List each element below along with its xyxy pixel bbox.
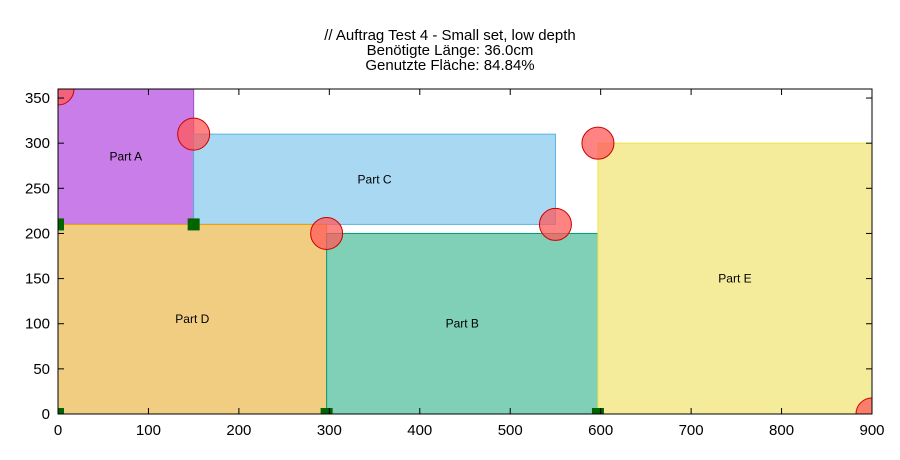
part-rect-part-b bbox=[326, 232, 599, 414]
y-tick-label: 150 bbox=[25, 271, 50, 288]
y-tick-label: 0 bbox=[42, 406, 50, 423]
placement-point-marker bbox=[320, 408, 333, 414]
y-tick-label: 350 bbox=[25, 90, 50, 107]
part-labels-layer: Part A Part C Part D Part B Part E bbox=[109, 150, 751, 331]
chart-subtitle-length: Benötigte Länge: 36.0cm bbox=[366, 42, 534, 59]
chart-subtitle-area: Genutzte Fläche: 84.84% bbox=[365, 57, 535, 74]
y-tick-label: 300 bbox=[25, 135, 50, 152]
part-label-part-b: Part B bbox=[446, 317, 479, 331]
y-tick-label: 250 bbox=[25, 180, 50, 197]
x-tick-label: 900 bbox=[859, 422, 884, 439]
corner-point-marker bbox=[310, 216, 344, 250]
x-tick-label: 500 bbox=[498, 422, 523, 439]
part-label-part-d: Part D bbox=[175, 312, 209, 326]
corner-point-marker bbox=[58, 89, 75, 106]
placement-point-marker bbox=[58, 218, 64, 231]
markers-layer bbox=[58, 89, 872, 414]
parts-layer bbox=[58, 89, 872, 414]
y-tick-label: 100 bbox=[25, 316, 50, 333]
x-tick-label: 200 bbox=[226, 422, 251, 439]
part-rect-part-a bbox=[58, 89, 195, 225]
part-rect-part-d bbox=[58, 223, 328, 414]
x-tick-label: 700 bbox=[679, 422, 704, 439]
y-tick-label: 200 bbox=[25, 225, 50, 242]
placement-point-marker bbox=[58, 408, 64, 414]
x-tick-label: 100 bbox=[136, 422, 161, 439]
part-rect-part-c bbox=[193, 133, 556, 225]
x-tick-label: 800 bbox=[769, 422, 794, 439]
x-tick-label: 300 bbox=[317, 422, 342, 439]
plot-frame bbox=[57, 88, 873, 415]
x-tick-label: 600 bbox=[588, 422, 613, 439]
x-tick-label: 0 bbox=[54, 422, 62, 439]
corner-point-marker bbox=[581, 126, 615, 160]
corner-point-marker bbox=[538, 207, 572, 241]
part-label-part-e: Part E bbox=[718, 272, 751, 286]
x-tick-label: 400 bbox=[407, 422, 432, 439]
corner-point-marker bbox=[177, 117, 211, 151]
axes-layer: 0 100 200 300 400 500 600 700 800 900 0 50 100 150 200… bbox=[25, 89, 885, 439]
placement-point-marker bbox=[591, 408, 604, 414]
part-rect-part-e bbox=[597, 142, 872, 414]
part-label-part-a: Part A bbox=[109, 150, 142, 164]
chart-title: // Auftrag Test 4 - Small set, low depth bbox=[324, 27, 576, 44]
y-tick-label: 50 bbox=[33, 361, 50, 378]
part-label-part-c: Part C bbox=[358, 172, 392, 186]
placement-point-marker bbox=[187, 218, 200, 231]
corner-point-marker bbox=[855, 397, 872, 414]
